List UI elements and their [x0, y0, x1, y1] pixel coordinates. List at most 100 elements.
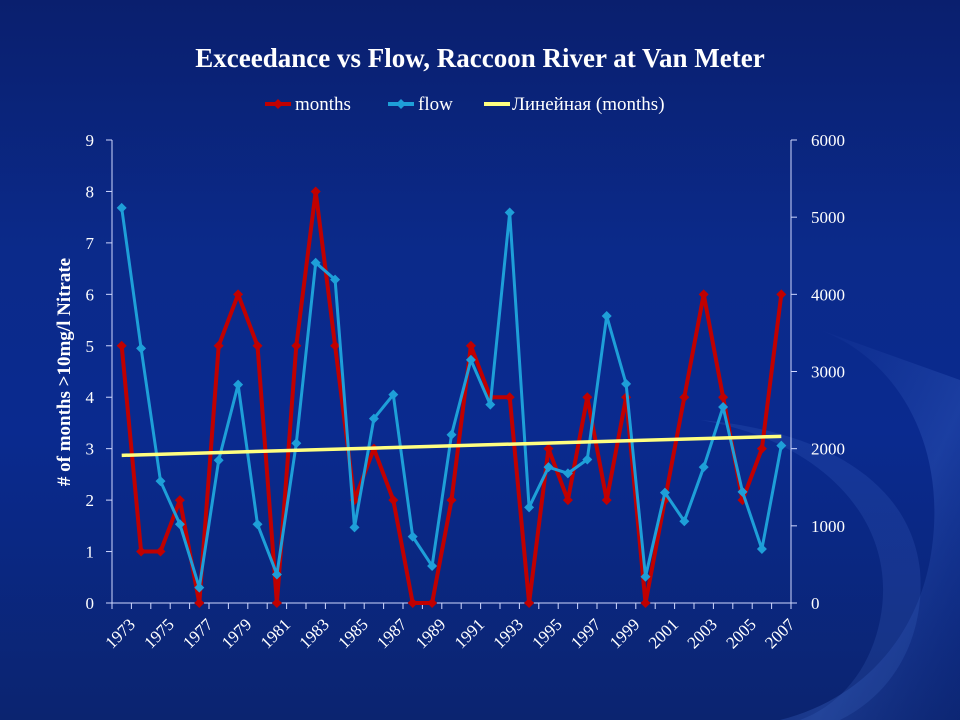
x-tick-label: 2001: [645, 615, 682, 652]
data-point-months: [407, 598, 418, 608]
data-point-months: [330, 340, 341, 351]
data-point-months: [116, 340, 127, 351]
legend-item-months: months: [265, 94, 351, 115]
x-tick-label: 1979: [218, 615, 255, 652]
legend-marker-flow: [396, 99, 406, 109]
data-point-months: [233, 289, 244, 300]
x-tick-label: 1999: [606, 615, 643, 652]
data-point-flow: [368, 413, 379, 424]
data-point-flow: [116, 202, 127, 213]
y-tick-label: 8: [86, 182, 95, 201]
x-tick-label: 2003: [684, 615, 721, 652]
data-point-months: [582, 392, 593, 403]
legend-marker-months: [273, 99, 283, 109]
data-point-flow: [252, 519, 263, 530]
data-point-months: [271, 598, 282, 608]
data-point-months: [291, 340, 302, 351]
data-point-flow: [213, 455, 224, 466]
data-point-months: [698, 289, 709, 300]
data-point-flow: [194, 582, 205, 593]
data-point-flow: [407, 531, 418, 542]
x-tick-label: 1977: [179, 615, 217, 653]
data-point-months: [679, 392, 690, 403]
data-point-flow: [718, 401, 729, 412]
data-point-flow: [465, 354, 476, 365]
data-point-flow: [756, 543, 767, 554]
x-tick-label: 2005: [722, 615, 759, 652]
data-point-flow: [582, 454, 593, 465]
data-point-months: [601, 495, 612, 506]
data-point-months: [174, 495, 185, 506]
data-point-flow: [659, 487, 670, 498]
x-tick-label: 1983: [296, 615, 333, 652]
data-point-months: [465, 340, 476, 351]
chart-title: Exceedance vs Flow, Raccoon River at Van…: [195, 43, 764, 73]
x-tick-label: 1995: [528, 615, 565, 652]
data-point-flow: [233, 379, 244, 390]
data-point-flow: [271, 569, 282, 580]
data-point-months: [155, 546, 166, 557]
y-tick-label: 7: [86, 234, 95, 253]
data-point-flow: [776, 440, 787, 451]
legend-label-trendline: Линейная (months): [512, 94, 665, 115]
data-point-flow: [427, 560, 438, 571]
data-point-flow: [330, 274, 341, 285]
data-point-flow: [562, 468, 573, 479]
legend: months flow Линейная (months): [265, 94, 665, 115]
x-tick-label: 1991: [451, 615, 488, 652]
data-point-flow: [621, 378, 632, 389]
y2-tick-label: 3000: [811, 363, 845, 382]
data-point-months: [524, 598, 535, 608]
data-point-months: [194, 598, 205, 608]
data-point-flow: [737, 486, 748, 497]
y-tick-label: 9: [86, 131, 95, 150]
data-point-flow: [155, 476, 166, 487]
data-point-flow: [388, 389, 399, 400]
x-tick-label: 1981: [257, 615, 294, 652]
y-tick-label: 4: [86, 388, 95, 407]
data-point-flow: [310, 257, 321, 268]
y-tick-label: 6: [86, 285, 95, 304]
y2-tick-label: 0: [811, 594, 820, 613]
y2-tick-label: 2000: [811, 440, 845, 459]
data-point-months: [427, 598, 438, 608]
data-point-flow: [174, 519, 185, 530]
y2-tick-label: 5000: [811, 208, 845, 227]
data-point-months: [252, 340, 263, 351]
x-tick-label: 1987: [373, 615, 411, 653]
data-point-months: [213, 340, 224, 351]
legend-item-flow: flow: [388, 94, 453, 115]
data-point-flow: [136, 343, 147, 354]
data-point-flow: [543, 462, 554, 473]
x-tick-label: 1993: [490, 615, 527, 652]
y-tick-label: 3: [86, 440, 95, 459]
data-point-months: [718, 392, 729, 403]
data-point-months: [543, 443, 554, 454]
data-point-flow: [640, 571, 651, 582]
data-point-months: [310, 186, 321, 197]
data-point-flow: [446, 429, 457, 440]
trendline: [121, 434, 782, 458]
y2-tick-label: 4000: [811, 285, 845, 304]
data-point-months: [504, 392, 515, 403]
data-point-months: [446, 495, 457, 506]
data-point-flow: [524, 502, 535, 513]
y-tick-label: 0: [86, 594, 95, 613]
legend-label-months: months: [295, 94, 351, 115]
data-point-flow: [485, 399, 496, 410]
x-tick-label: 1975: [140, 615, 177, 652]
legend-label-flow: flow: [418, 94, 453, 115]
data-point-flow: [679, 516, 690, 527]
y2-tick-label: 6000: [811, 131, 845, 150]
data-point-months: [562, 495, 573, 506]
x-tick-label: 2007: [761, 615, 799, 653]
y-tick-label: 5: [86, 337, 95, 356]
data-point-months: [756, 443, 767, 454]
data-point-flow: [601, 310, 612, 321]
data-point-flow: [349, 522, 360, 533]
data-point-flow: [504, 207, 515, 218]
y-tick-label: 1: [86, 543, 95, 562]
data-point-months: [776, 289, 787, 300]
